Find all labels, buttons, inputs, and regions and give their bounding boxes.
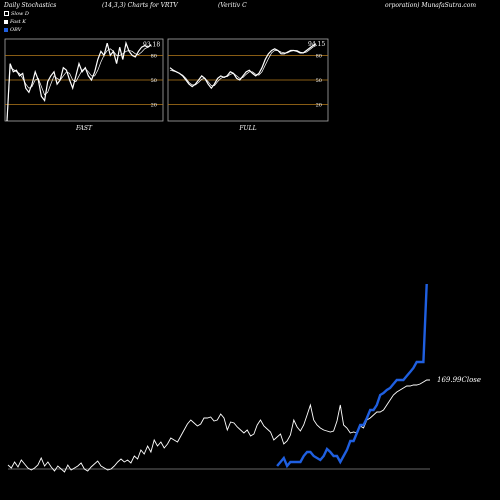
legend-fast-k-swatch: [4, 19, 8, 24]
fast-panel-title: FAST: [75, 125, 93, 132]
full-series-line-d: [169, 45, 317, 87]
chart-title: Daily Stochastics: [4, 2, 57, 9]
full-panel-title: FULL: [238, 125, 256, 132]
legend-slow-d-label: Slow D: [11, 11, 29, 17]
full-last-value-label: 94.15: [308, 41, 325, 48]
legend-obv-label: OBV: [10, 27, 22, 33]
legend-slow-d-swatch: [4, 11, 9, 16]
full-level-label-80: 80: [316, 53, 322, 59]
fast-last-value-label: 93.18: [143, 42, 160, 49]
close-price-line: [7, 379, 430, 473]
legend-fast-k: Fast K: [4, 19, 26, 25]
legend-fast-k-label: Fast K: [10, 19, 27, 25]
full-level-label-20: 20: [316, 103, 322, 109]
price-close-label: 169.99Close: [437, 376, 481, 384]
chart-params: (14,3,3) Charts for VRTV: [102, 2, 178, 9]
legend-slow-d: Slow D: [4, 11, 29, 17]
company-name-part-b: orporation) MunafaSutra.com: [385, 2, 477, 9]
fast-level-label-80: 80: [151, 53, 157, 59]
legend-obv-swatch: [4, 27, 8, 32]
legend-obv: OBV: [4, 27, 21, 33]
full-level-label-50: 50: [316, 78, 322, 84]
obv-line: [276, 283, 428, 469]
fast-series-line-d: [6, 45, 152, 122]
fast-level-label-50: 50: [151, 78, 157, 84]
company-name-part-a: (Veritiv C: [218, 2, 247, 9]
fast-level-label-20: 20: [151, 103, 157, 109]
